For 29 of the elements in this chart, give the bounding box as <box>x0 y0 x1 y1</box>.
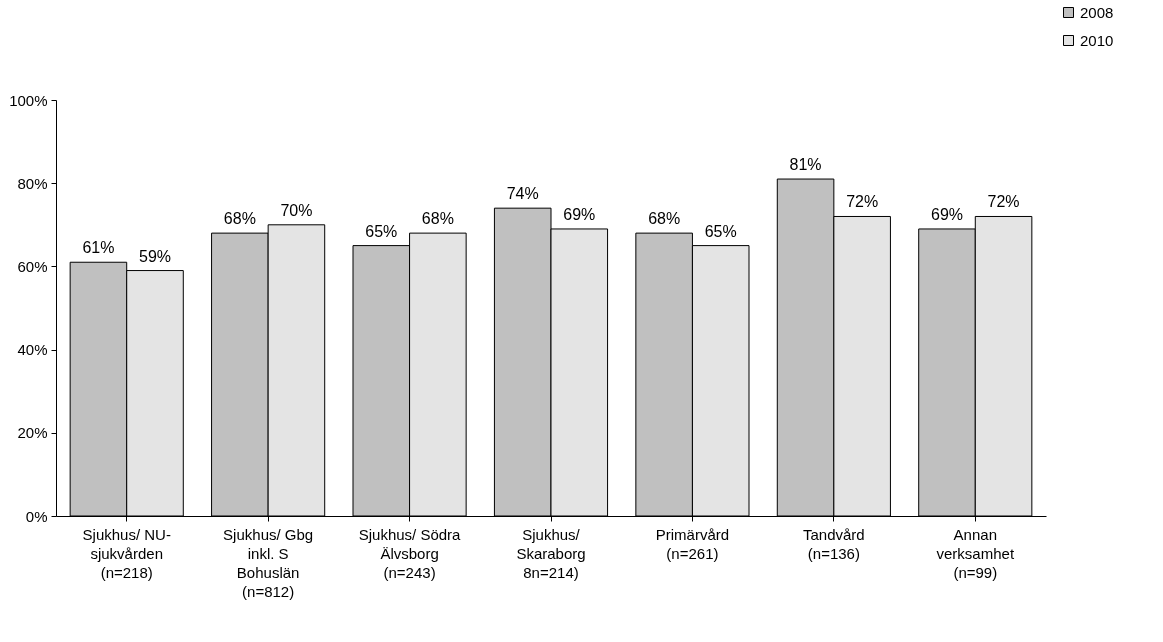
x-tick-label: Primärvård (n=261) <box>655 525 730 562</box>
y-tick-label: 80% <box>17 174 48 192</box>
y-tick-label: 100% <box>9 91 48 109</box>
x-tick-label: Sjukhus/ Södra Älvsborg (n=243) <box>358 525 462 581</box>
data-label: 68% <box>648 210 681 228</box>
y-tick-label: 0% <box>25 507 48 525</box>
data-label: 72% <box>987 193 1020 211</box>
data-label: 68% <box>223 210 256 228</box>
data-label: 69% <box>930 205 964 223</box>
x-tick-label: Annan verksamhet (n=99) <box>936 525 1015 581</box>
data-label: 74% <box>506 185 539 203</box>
y-tick-label: 40% <box>17 341 48 359</box>
x-tick-label: Tandvård (n=136) <box>803 525 865 562</box>
y-tick-label: 20% <box>17 424 48 442</box>
data-label: 65% <box>704 222 737 240</box>
data-label: 65% <box>365 222 398 240</box>
data-label: 68% <box>421 210 454 228</box>
x-tick-label: Sjukhus/ Skaraborg 8n=214) <box>516 525 586 581</box>
data-label: 69% <box>563 205 596 223</box>
x-tick-label: Sjukhus/ NU- sjukvården (n=218) <box>82 525 171 581</box>
data-label: 70% <box>280 201 313 219</box>
y-tick-label: 60% <box>17 257 48 275</box>
data-label: 61% <box>82 239 115 257</box>
legend-label: 2010 <box>1080 31 1114 49</box>
data-label: 72% <box>846 193 879 211</box>
data-label: 81% <box>789 156 822 174</box>
data-label: 59% <box>138 247 172 265</box>
x-tick-label: Sjukhus/ Gbg inkl. S Bohuslän (n=812) <box>223 525 314 600</box>
legend-label: 2008 <box>1080 3 1114 21</box>
